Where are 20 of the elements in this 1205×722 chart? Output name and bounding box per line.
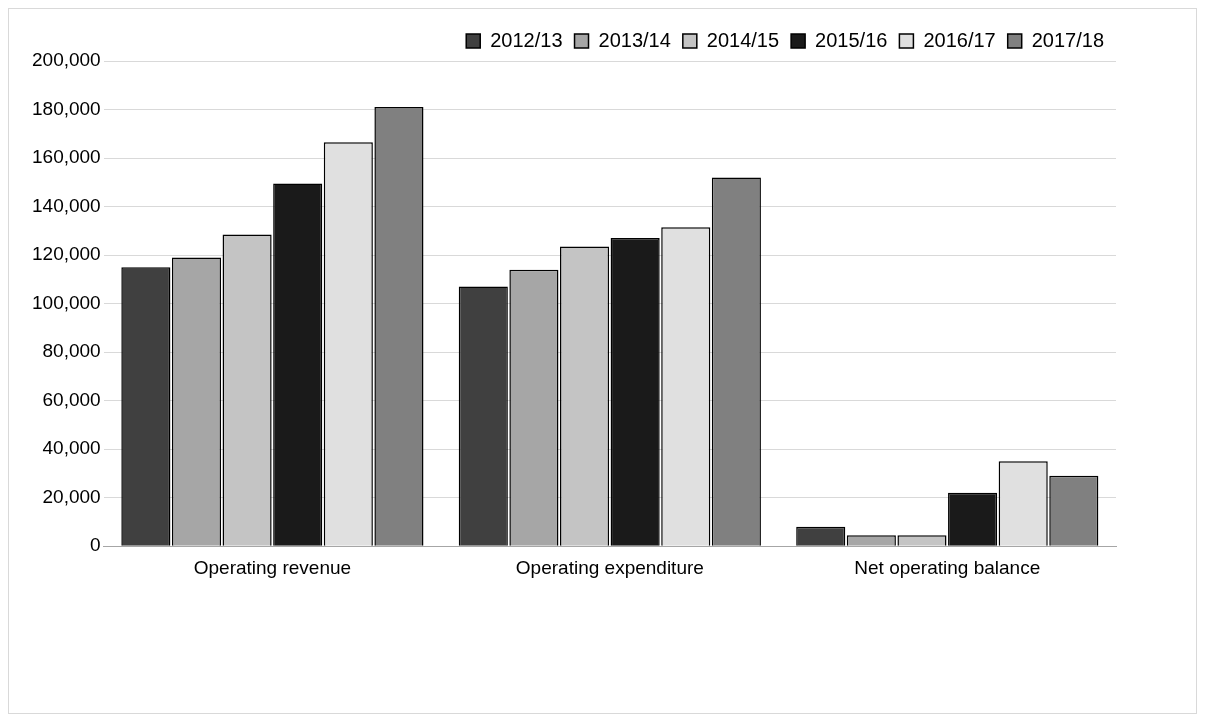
x-tick-label: Operating revenue: [193, 556, 352, 578]
legend-label: 2012/13: [490, 28, 563, 51]
y-tick-label: 100,000: [31, 291, 101, 313]
legend-label: 2015/16: [815, 28, 888, 51]
legend-label: 2017/18: [1031, 28, 1104, 51]
y-tick-label: 60,000: [42, 388, 101, 410]
x-tick-label: Operating expenditure: [515, 556, 704, 578]
y-tick-label: 40,000: [42, 437, 101, 459]
y-tick-label: 120,000: [31, 243, 101, 265]
legend-label: 2014/15: [706, 28, 780, 51]
y-tick-label: 80,000: [42, 340, 101, 362]
y-tick-label: 160,000: [31, 146, 101, 168]
legend-label: 2016/17: [923, 28, 996, 51]
x-tick-label: Net operating balance: [854, 556, 1041, 578]
y-tick-label: 200,000: [31, 49, 101, 71]
y-tick-label: 180,000: [31, 97, 101, 119]
legend-label: 2013/14: [598, 28, 671, 51]
y-tick-label: 140,000: [31, 194, 101, 216]
y-tick-label: 0: [90, 534, 101, 556]
y-tick-label: 20,000: [42, 485, 101, 507]
